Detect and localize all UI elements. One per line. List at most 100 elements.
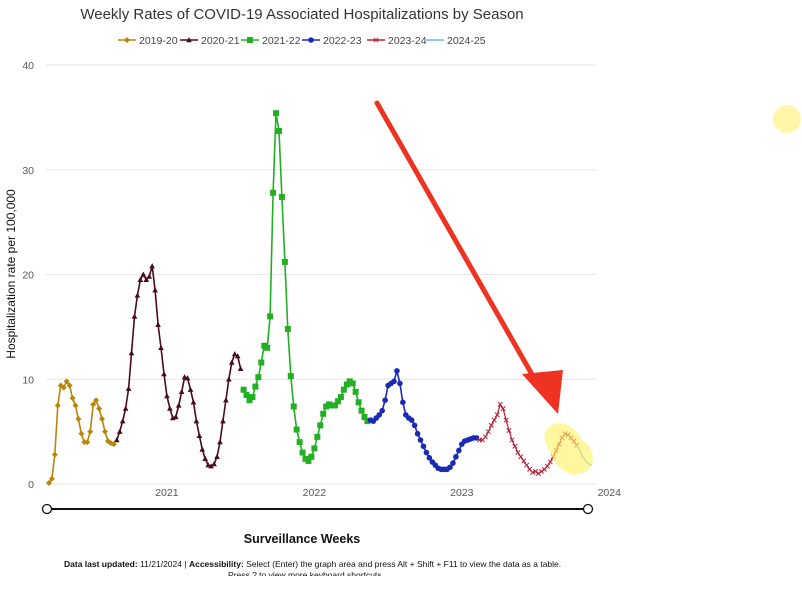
- data-point[interactable]: [417, 437, 424, 443]
- data-point[interactable]: [255, 374, 262, 381]
- data-point[interactable]: [497, 401, 503, 407]
- data-point[interactable]: [515, 450, 521, 456]
- data-point[interactable]: [187, 386, 194, 392]
- legend-item-2020-21[interactable]: 2020-21: [180, 35, 240, 47]
- data-point[interactable]: [190, 399, 197, 405]
- legend-item-2019-20[interactable]: 2019-20: [118, 35, 178, 47]
- legend-item-2022-23[interactable]: 2022-23: [302, 35, 362, 47]
- data-point[interactable]: [158, 344, 164, 351]
- data-point[interactable]: [281, 258, 288, 265]
- legend-swatch-marker[interactable]: [124, 37, 130, 43]
- data-point[interactable]: [146, 273, 153, 279]
- legend-swatch-marker[interactable]: [373, 37, 379, 43]
- data-point[interactable]: [69, 395, 76, 402]
- data-point[interactable]: [349, 380, 356, 387]
- data-point[interactable]: [258, 359, 265, 366]
- data-point[interactable]: [340, 386, 347, 393]
- data-point[interactable]: [116, 428, 123, 434]
- data-point[interactable]: [119, 418, 126, 424]
- data-point[interactable]: [152, 287, 158, 293]
- data-point[interactable]: [231, 351, 238, 357]
- data-point[interactable]: [391, 378, 397, 385]
- legend-item-2021-22[interactable]: 2021-22: [241, 35, 301, 47]
- data-point[interactable]: [54, 402, 61, 409]
- data-point[interactable]: [447, 464, 453, 471]
- data-point[interactable]: [249, 394, 256, 401]
- data-point[interactable]: [172, 413, 179, 420]
- data-point[interactable]: [376, 412, 383, 418]
- data-point[interactable]: [199, 446, 206, 452]
- data-point[interactable]: [414, 430, 421, 437]
- data-point[interactable]: [110, 441, 117, 448]
- data-point[interactable]: [228, 359, 235, 365]
- data-point[interactable]: [320, 410, 327, 417]
- data-point[interactable]: [343, 381, 350, 388]
- data-point[interactable]: [131, 313, 138, 319]
- data-point[interactable]: [332, 402, 339, 409]
- data-point[interactable]: [164, 393, 170, 399]
- data-point[interactable]: [361, 413, 368, 420]
- data-point[interactable]: [364, 418, 371, 425]
- data-point[interactable]: [273, 110, 280, 117]
- data-point[interactable]: [87, 428, 94, 435]
- data-point[interactable]: [125, 385, 132, 391]
- data-point[interactable]: [217, 439, 223, 445]
- data-point[interactable]: [211, 461, 217, 467]
- data-point[interactable]: [352, 388, 359, 395]
- data-point[interactable]: [246, 397, 253, 404]
- data-point[interactable]: [456, 447, 462, 454]
- data-point[interactable]: [284, 325, 291, 332]
- data-point[interactable]: [296, 439, 303, 446]
- data-point[interactable]: [538, 468, 544, 474]
- data-point[interactable]: [223, 397, 229, 403]
- data-point[interactable]: [155, 321, 161, 327]
- data-point[interactable]: [220, 418, 226, 424]
- data-point[interactable]: [161, 371, 167, 377]
- data-point[interactable]: [99, 416, 106, 423]
- data-point[interactable]: [400, 399, 406, 406]
- data-point[interactable]: [473, 435, 480, 441]
- legend-swatch-marker[interactable]: [308, 37, 314, 43]
- data-point[interactable]: [72, 402, 79, 409]
- data-point[interactable]: [521, 458, 527, 464]
- data-point[interactable]: [355, 399, 362, 406]
- data-point[interactable]: [270, 189, 277, 196]
- data-point[interactable]: [314, 433, 321, 440]
- legend-item-2023-24[interactable]: 2023-24: [367, 35, 427, 47]
- data-point[interactable]: [45, 479, 52, 486]
- data-point[interactable]: [167, 405, 173, 411]
- data-point[interactable]: [411, 422, 418, 429]
- data-point[interactable]: [96, 405, 103, 412]
- data-point[interactable]: [137, 276, 144, 282]
- data-point[interactable]: [426, 455, 433, 461]
- data-point[interactable]: [491, 417, 497, 423]
- data-point[interactable]: [317, 422, 324, 429]
- legend-swatch-marker[interactable]: [186, 37, 192, 43]
- data-point[interactable]: [547, 459, 553, 465]
- data-point[interactable]: [408, 417, 415, 423]
- data-point[interactable]: [134, 292, 141, 298]
- data-point[interactable]: [512, 443, 518, 449]
- data-point[interactable]: [337, 394, 344, 401]
- data-point[interactable]: [334, 398, 341, 405]
- data-point[interactable]: [500, 406, 506, 412]
- data-point[interactable]: [423, 449, 430, 456]
- data-point[interactable]: [122, 405, 129, 411]
- data-point[interactable]: [60, 384, 67, 391]
- data-point[interactable]: [113, 437, 120, 443]
- data-point[interactable]: [143, 276, 150, 282]
- data-point[interactable]: [196, 432, 203, 439]
- data-point[interactable]: [494, 412, 500, 418]
- data-point[interactable]: [175, 402, 182, 408]
- data-point[interactable]: [243, 391, 250, 398]
- data-point[interactable]: [75, 416, 82, 423]
- data-point[interactable]: [453, 453, 459, 460]
- data-point[interactable]: [93, 397, 100, 404]
- data-point[interactable]: [524, 462, 530, 468]
- data-point[interactable]: [181, 374, 188, 380]
- data-point[interactable]: [51, 451, 58, 458]
- data-point[interactable]: [90, 401, 97, 408]
- data-point[interactable]: [184, 375, 191, 381]
- data-point[interactable]: [78, 430, 85, 437]
